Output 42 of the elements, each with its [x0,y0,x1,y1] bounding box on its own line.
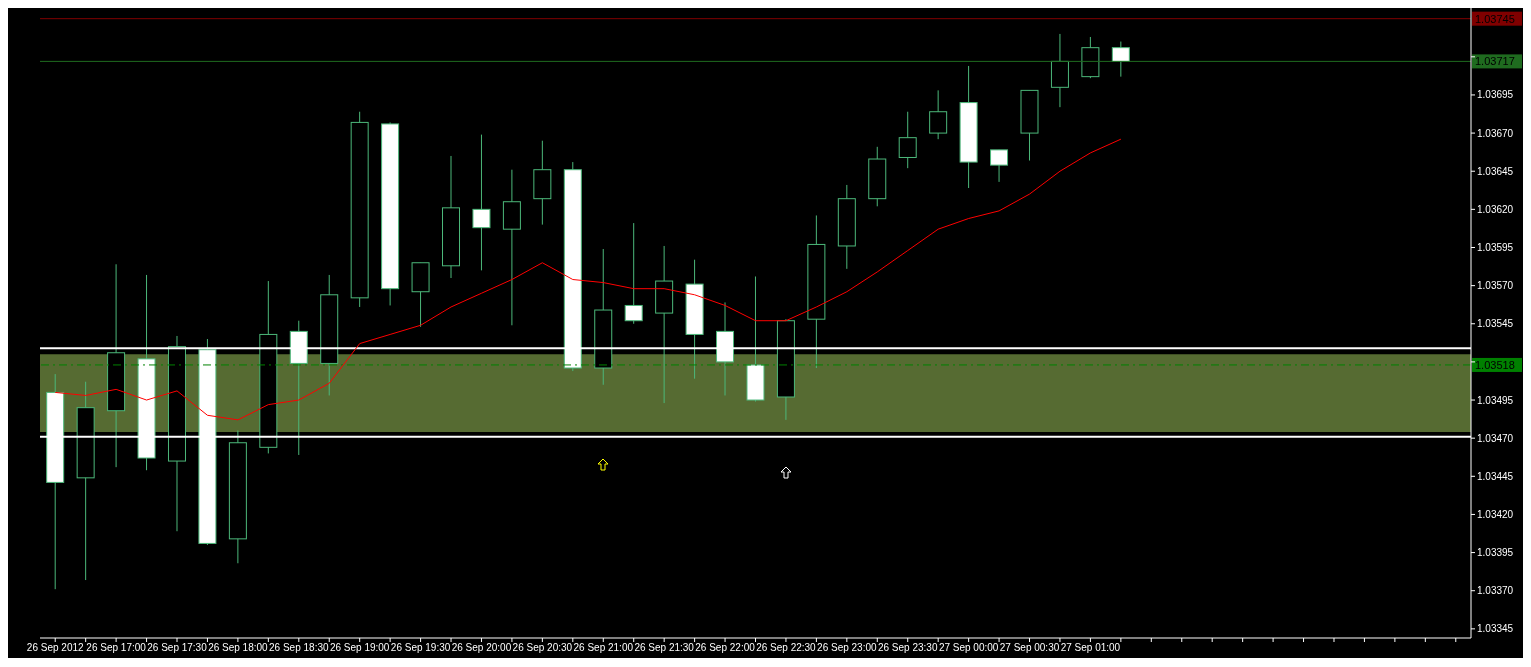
x-tick-label: 26 Sep 22:00 [695,642,756,654]
x-tick-label: 26 Sep 20:00 [451,642,512,654]
x-tick-label: 26 Sep 23:30 [877,642,938,654]
y-tick-label: 1.03570 [1477,280,1514,292]
x-tick-label: 26 Sep 17:00 [86,642,147,654]
y-tick-label: 1.03670 [1477,127,1514,139]
candlestick [990,149,1009,183]
y-tick-label: 1.03545 [1477,318,1514,330]
ref-line-label: 1.03745 [1475,12,1515,25]
ref-line-label: 1.03518 [1475,358,1515,371]
candlestick [624,222,643,325]
candlestick [1111,41,1130,78]
x-tick-label: 26 Sep 2012 [26,642,85,654]
y-tick-label: 1.03695 [1477,89,1514,101]
x-tick-label: 27 Sep 01:00 [1060,642,1121,654]
line-series [54,138,1122,421]
y-tick-label: 1.03470 [1477,432,1514,444]
x-tick-label: 26 Sep 17:30 [147,642,208,654]
y-tick-label: 1.03395 [1477,547,1514,559]
x-tick-label: 26 Sep 18:00 [208,642,269,654]
candlestick [472,134,491,271]
y-tick-label: 1.03345 [1477,623,1514,635]
y-tick-label: 1.03370 [1477,585,1514,597]
y-tick-label: 1.03495 [1477,394,1514,406]
candlestick [898,111,917,169]
x-tick-label: 26 Sep 21:30 [634,642,695,654]
y-tick-label: 1.03620 [1477,203,1514,215]
candlestick [929,89,948,140]
x-tick-label: 26 Sep 21:00 [573,642,634,654]
y-tick-label: 1.03645 [1477,165,1514,177]
ref-line-label: 1.03717 [1475,55,1515,68]
x-tick-label: 26 Sep 20:30 [512,642,573,654]
x-tick-label: 27 Sep 00:30 [999,642,1060,654]
x-tick-label: 26 Sep 18:30 [269,642,329,654]
y-tick-label: 1.03420 [1477,508,1514,520]
x-tick-label: 26 Sep 19:00 [329,642,390,654]
y-tick-label: 1.03445 [1477,470,1514,482]
x-tick-label: 26 Sep 22:30 [756,642,817,654]
x-tick-label: 26 Sep 19:30 [390,642,451,654]
x-tick-label: 26 Sep 23:00 [817,642,878,654]
y-tick-label: 1.03595 [1477,242,1514,254]
x-tick-label: 27 Sep 00:00 [938,642,999,654]
